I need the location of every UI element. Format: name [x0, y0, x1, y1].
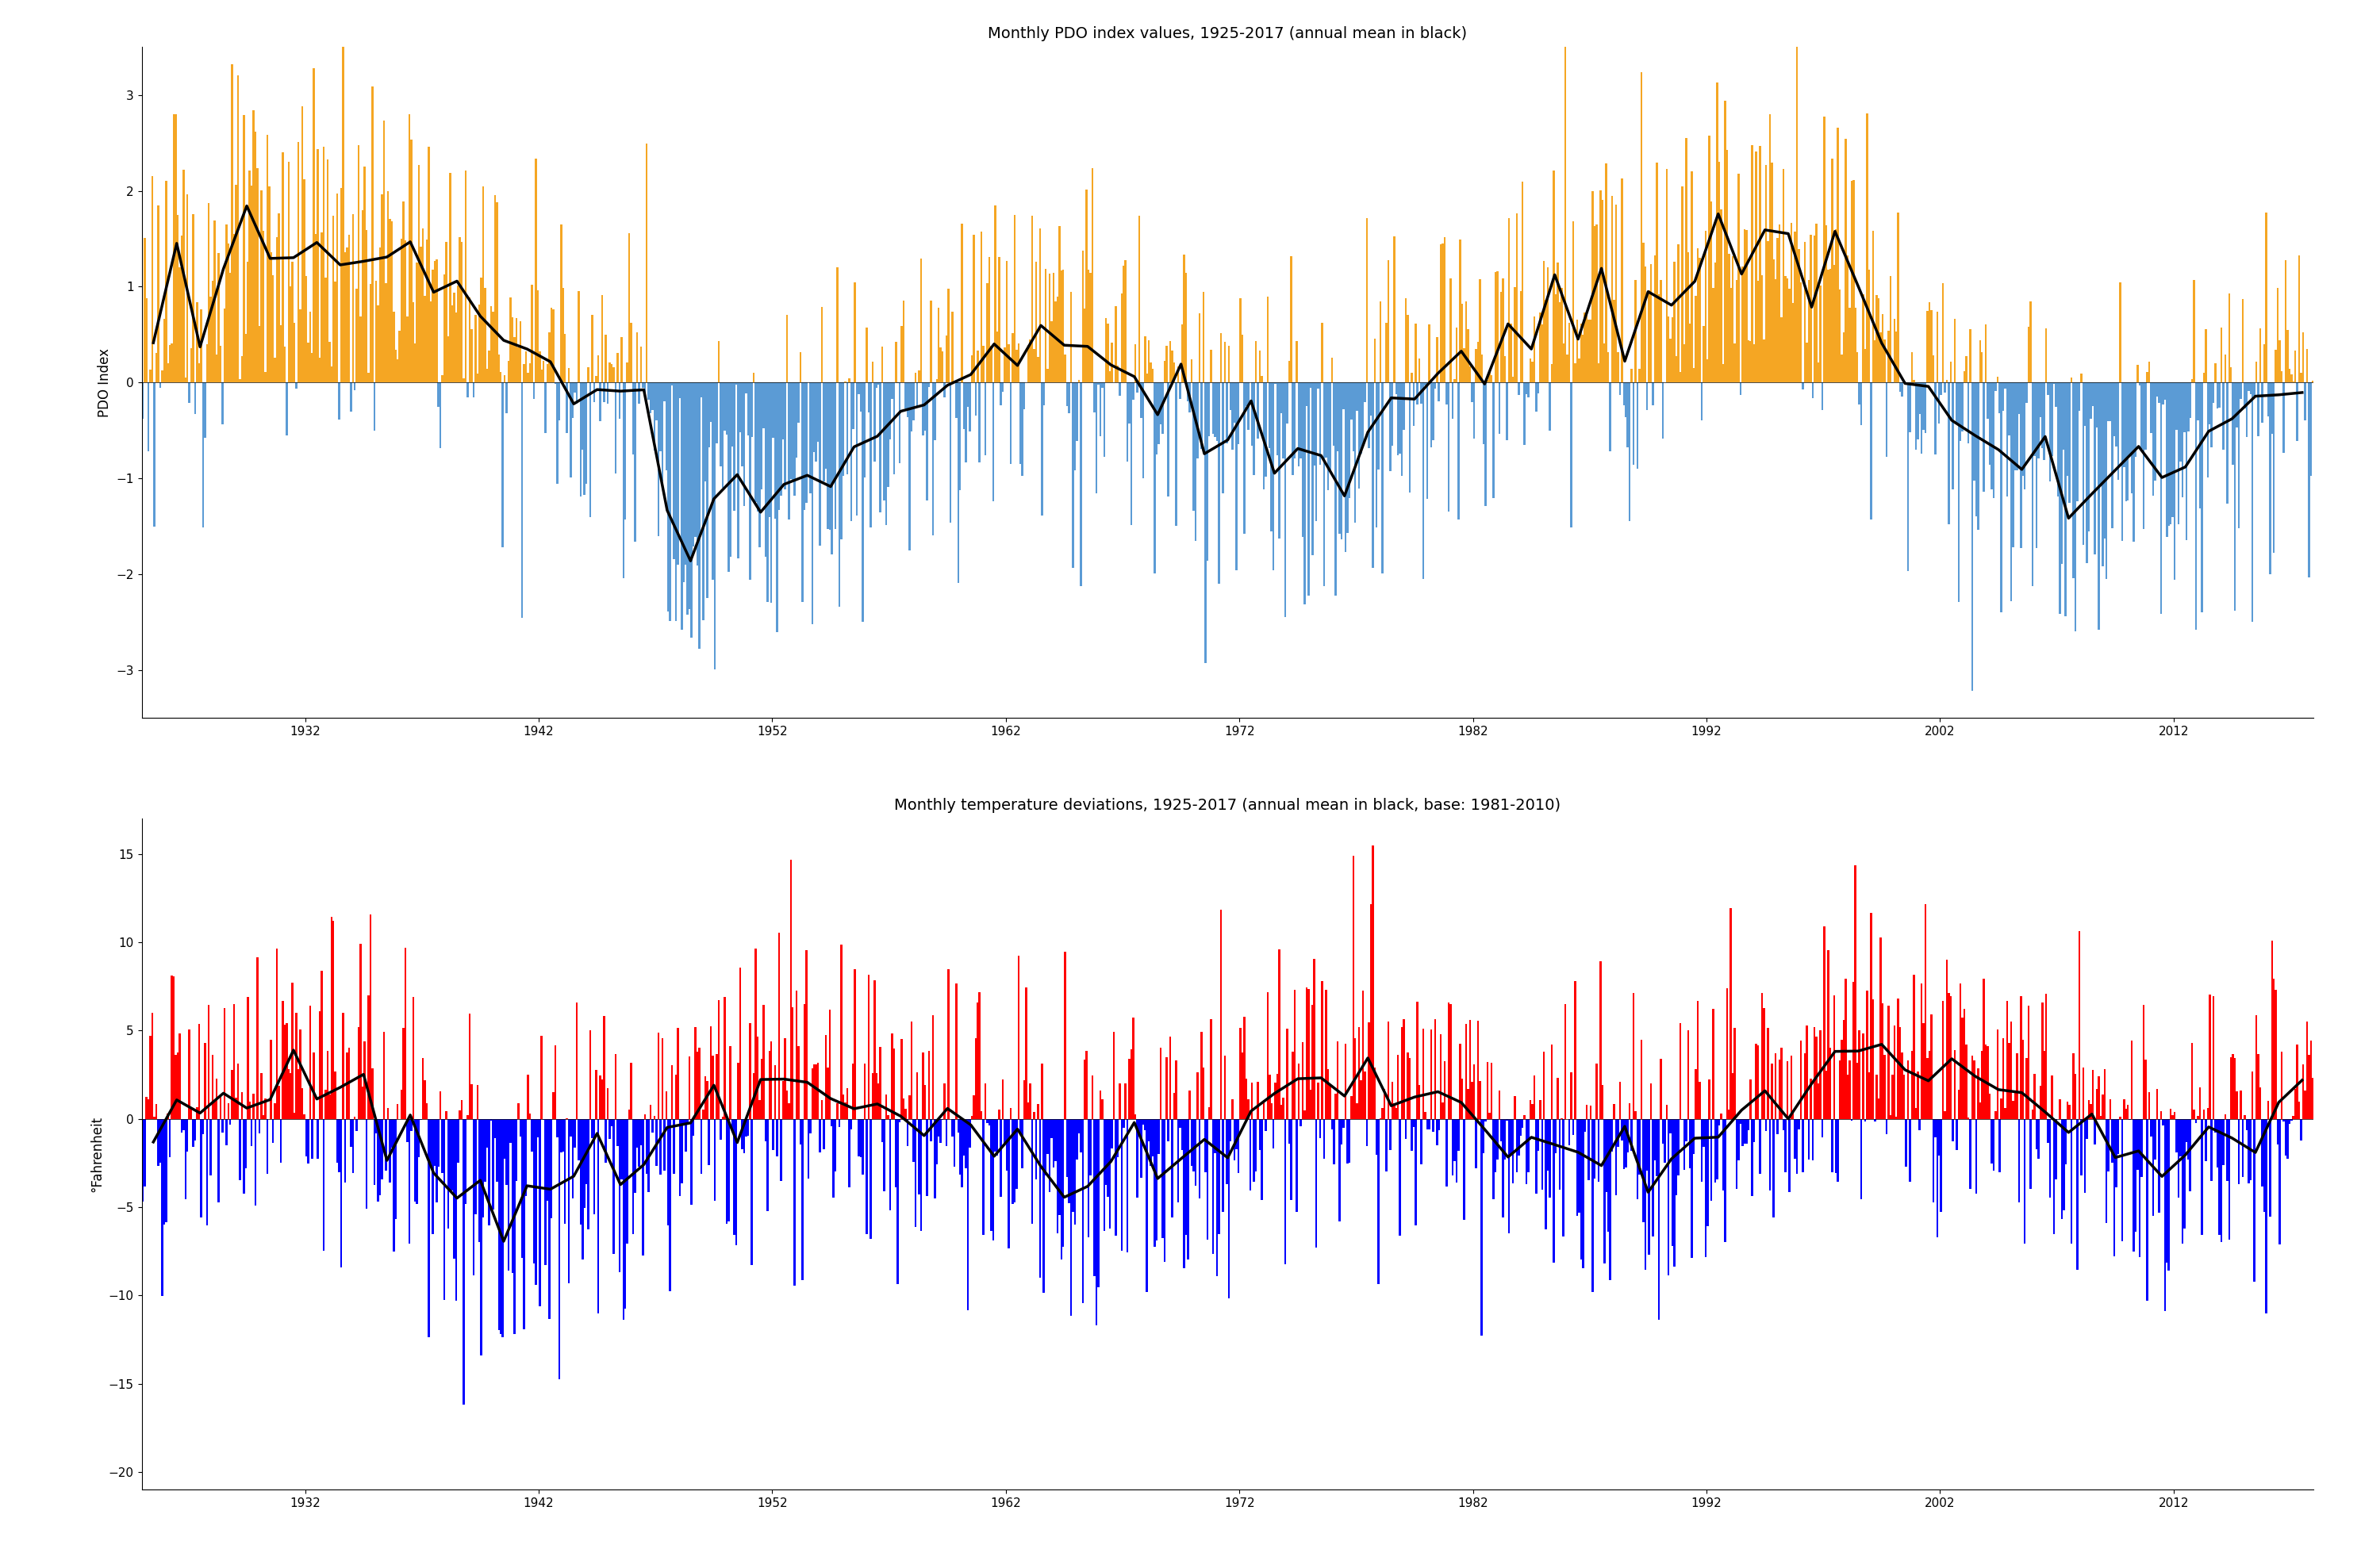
Y-axis label: °Fahrenheit: °Fahrenheit: [90, 1116, 104, 1192]
Title: Monthly temperature deviations, 1925-2017 (annual mean in black, base: 1981-2010: Monthly temperature deviations, 1925-201…: [895, 798, 1561, 812]
Y-axis label: PDO Index: PDO Index: [97, 348, 111, 417]
Title: Monthly PDO index values, 1925-2017 (annual mean in black): Monthly PDO index values, 1925-2017 (ann…: [989, 27, 1466, 41]
